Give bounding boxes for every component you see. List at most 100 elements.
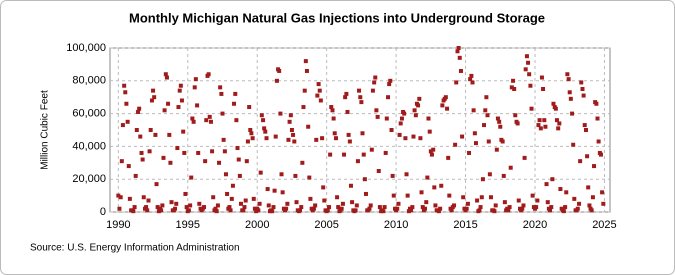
data-point	[436, 209, 441, 214]
data-point	[218, 85, 223, 90]
data-point	[480, 177, 485, 182]
data-point	[307, 175, 312, 180]
data-point	[585, 154, 590, 159]
data-point	[539, 75, 544, 80]
y-tick-label: 80,000	[72, 75, 106, 87]
data-point	[317, 88, 322, 93]
data-point	[357, 88, 362, 93]
data-point	[203, 159, 208, 164]
data-point	[136, 109, 141, 114]
data-point	[386, 95, 391, 100]
data-point	[119, 159, 124, 164]
data-point	[243, 198, 248, 203]
data-point	[389, 128, 394, 132]
data-point	[359, 100, 364, 105]
data-point	[396, 201, 401, 206]
data-point	[213, 206, 218, 211]
data-point	[549, 205, 554, 210]
data-point	[433, 203, 438, 208]
data-point	[561, 209, 566, 214]
data-point	[178, 83, 183, 88]
data-point	[571, 142, 576, 147]
data-point	[210, 149, 215, 154]
data-point	[220, 111, 225, 116]
data-point	[320, 136, 325, 141]
data-point	[557, 121, 562, 126]
data-point	[293, 173, 298, 178]
data-point	[449, 208, 454, 213]
data-point	[405, 193, 410, 198]
data-point	[458, 68, 463, 73]
data-point	[548, 208, 552, 213]
data-point	[208, 119, 213, 124]
data-point	[186, 208, 191, 213]
data-point	[536, 123, 541, 128]
data-point	[484, 95, 489, 100]
data-point	[494, 147, 499, 152]
data-point	[144, 205, 149, 210]
data-point	[315, 93, 320, 98]
data-point	[447, 193, 452, 198]
data-point	[411, 134, 416, 139]
data-point	[423, 206, 427, 211]
data-point	[403, 136, 408, 141]
data-point	[163, 72, 168, 77]
data-point	[298, 208, 302, 213]
data-point	[563, 205, 568, 210]
data-point	[155, 205, 160, 210]
data-point	[221, 137, 226, 142]
data-point	[360, 131, 365, 136]
data-point	[235, 146, 240, 151]
data-point	[132, 205, 137, 210]
data-point	[344, 91, 349, 96]
source-note: Source: U.S. Energy Information Administ…	[30, 243, 240, 254]
data-point	[241, 208, 246, 213]
data-point	[564, 190, 569, 195]
data-point	[321, 185, 326, 190]
data-point	[440, 103, 445, 108]
data-point	[148, 128, 153, 132]
data-point	[596, 139, 601, 144]
data-point	[572, 196, 577, 201]
data-point	[335, 195, 340, 200]
data-point	[122, 83, 127, 88]
data-point	[538, 126, 543, 131]
data-point	[577, 201, 582, 206]
data-point	[233, 91, 238, 96]
data-point	[417, 96, 422, 101]
data-point	[545, 200, 550, 205]
x-tick-label: 1995	[176, 219, 200, 231]
data-point	[184, 205, 189, 210]
data-point	[287, 119, 292, 124]
data-point	[418, 136, 423, 141]
y-axis-label: Million Cubic Feet	[40, 90, 51, 170]
x-tick-label: 1990	[106, 219, 130, 231]
data-point	[247, 105, 252, 110]
data-point	[330, 108, 335, 113]
data-point	[581, 93, 586, 98]
data-point	[270, 209, 275, 214]
data-point	[523, 67, 528, 72]
data-point	[370, 88, 375, 93]
data-point	[164, 75, 169, 80]
x-tick-label: 2010	[384, 219, 408, 231]
data-point	[373, 75, 378, 80]
data-point	[511, 78, 516, 83]
data-point	[265, 187, 270, 192]
data-point	[454, 80, 459, 85]
data-point	[322, 198, 327, 203]
data-point	[455, 49, 460, 54]
data-point	[117, 206, 122, 211]
data-point	[468, 77, 473, 82]
data-point	[529, 106, 534, 111]
data-point	[229, 196, 234, 201]
data-point	[308, 196, 313, 201]
data-point	[280, 190, 285, 195]
data-point	[398, 121, 403, 126]
data-point	[256, 208, 261, 213]
data-point	[182, 150, 187, 155]
data-point	[513, 113, 518, 118]
data-point	[438, 206, 443, 211]
data-point	[188, 203, 193, 208]
data-point	[522, 155, 527, 160]
